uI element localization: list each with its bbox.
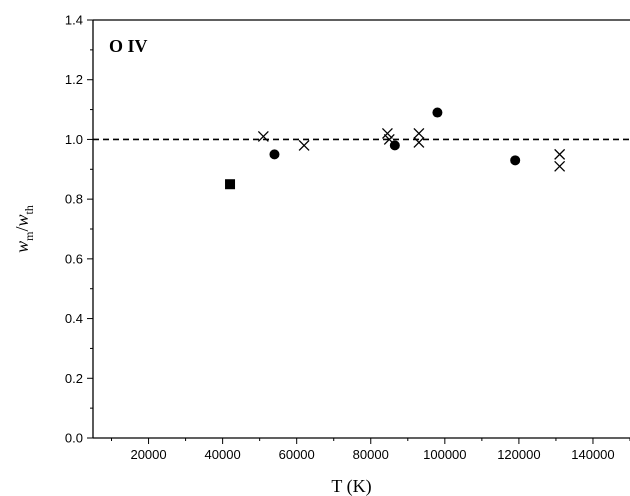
cross-point bbox=[413, 136, 425, 148]
y-tick-label: 0.6 bbox=[65, 251, 83, 266]
y-tick-label: 0.0 bbox=[65, 431, 83, 446]
data-points bbox=[225, 107, 566, 190]
cross-point bbox=[554, 148, 566, 160]
circle-point bbox=[269, 149, 280, 160]
y-tick-label: 0.2 bbox=[65, 371, 83, 386]
plot-area bbox=[92, 19, 630, 439]
cross-stroke bbox=[381, 127, 393, 139]
x-tick-label: 100000 bbox=[423, 447, 466, 462]
y-axis-title-base1: w bbox=[12, 241, 32, 253]
cross-stroke bbox=[257, 130, 269, 142]
panel-label: O IV bbox=[109, 36, 148, 56]
x-tick-label: 120000 bbox=[497, 447, 540, 462]
cross-stroke bbox=[554, 148, 566, 160]
x-tick-label: 80000 bbox=[353, 447, 389, 462]
circle-point bbox=[510, 155, 521, 166]
y-tick-label: 1.0 bbox=[65, 132, 83, 147]
y-axis-title-base2: w bbox=[12, 214, 32, 226]
y-tick-label: 0.8 bbox=[65, 192, 83, 207]
x-tick-label: 20000 bbox=[130, 447, 166, 462]
y-axis-title-sep: / bbox=[12, 226, 32, 231]
cross-stroke bbox=[554, 160, 566, 172]
cross-point bbox=[383, 133, 395, 145]
cross-stroke bbox=[383, 133, 395, 145]
cross-point bbox=[257, 130, 269, 142]
y-axis-title-sub1: m bbox=[22, 231, 36, 241]
x-tick-label: 40000 bbox=[205, 447, 241, 462]
y-tick-label: 0.4 bbox=[65, 311, 83, 326]
cross-point bbox=[413, 127, 425, 139]
cross-point bbox=[554, 160, 566, 172]
cross-stroke bbox=[298, 139, 310, 151]
cross-point bbox=[381, 127, 393, 139]
y-axis-title-sub2: th bbox=[22, 205, 36, 214]
cross-stroke bbox=[413, 127, 425, 139]
x-axis-title: T (K) bbox=[331, 476, 371, 496]
circle-point bbox=[432, 107, 443, 118]
y-tick-label: 1.4 bbox=[65, 13, 83, 28]
x-tick-label: 60000 bbox=[279, 447, 315, 462]
cross-stroke bbox=[413, 136, 425, 148]
x-tick-label: 140000 bbox=[571, 447, 614, 462]
square-point bbox=[225, 179, 236, 190]
y-axis-title: wm/wth bbox=[12, 205, 36, 253]
y-tick-label: 1.2 bbox=[65, 72, 83, 87]
axis-ticks: 20000 40000 60000 80000 100000 120000 140000 0.… bbox=[65, 13, 630, 462]
cross-point bbox=[298, 139, 310, 151]
